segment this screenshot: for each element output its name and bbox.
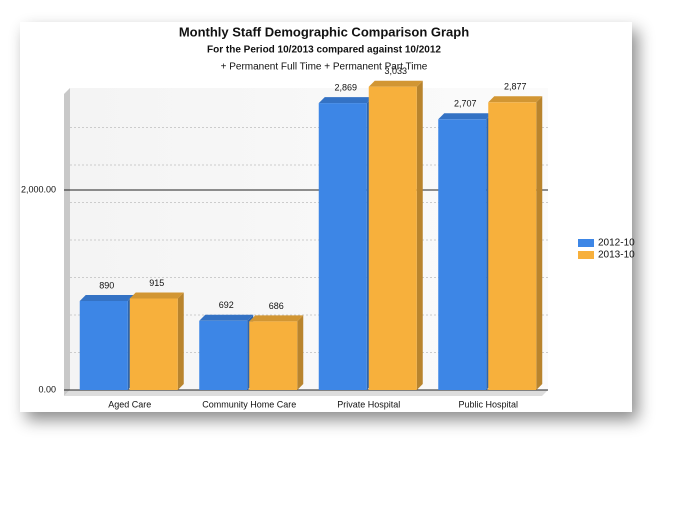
bar (199, 314, 254, 390)
value-label: 2,869 (334, 82, 357, 92)
bar (488, 96, 543, 391)
value-label: 2,707 (454, 99, 477, 109)
legend-swatch (578, 239, 594, 247)
bar (249, 315, 304, 390)
x-tick-label: Aged Care (108, 399, 151, 409)
legend-label: 2012-10 (598, 238, 635, 249)
chart-caption: + Permanent Full Time + Permanent Part T… (221, 62, 428, 73)
floor (64, 390, 548, 396)
y-tick-label: 2,000.00 (21, 184, 56, 194)
side-wall (64, 88, 70, 396)
value-label: 915 (149, 278, 164, 288)
legend-swatch (578, 251, 594, 259)
value-label: 686 (269, 301, 284, 311)
chart-subtitle: For the Period 10/2013 compared against … (207, 45, 441, 56)
bar (79, 295, 134, 390)
value-label: 3,033 (384, 66, 407, 76)
x-tick-label: Community Home Care (202, 399, 296, 409)
bar (368, 80, 423, 390)
x-tick-label: Public Hospital (458, 399, 518, 409)
chart-title: Monthly Staff Demographic Comparison Gra… (179, 24, 469, 39)
bar (129, 292, 184, 390)
x-tick-label: Private Hospital (337, 399, 400, 409)
value-label: 2,877 (504, 82, 527, 92)
value-label: 692 (219, 300, 234, 310)
legend-label: 2013-10 (598, 250, 635, 261)
bar (318, 97, 373, 390)
value-label: 890 (99, 280, 114, 290)
y-tick-label: 0.00 (38, 384, 56, 394)
bar (438, 113, 493, 391)
